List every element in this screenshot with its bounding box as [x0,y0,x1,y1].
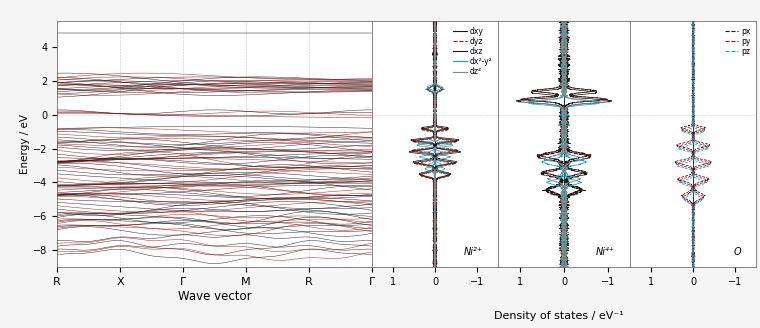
X-axis label: Wave vector: Wave vector [178,290,252,303]
Text: Density of states / eV⁻¹: Density of states / eV⁻¹ [494,312,623,321]
Y-axis label: Energy / eV: Energy / eV [20,114,30,174]
Legend: px, py, pz: px, py, pz [724,25,752,57]
Text: Ni²⁺: Ni²⁺ [464,248,483,257]
Text: Ni⁴⁺: Ni⁴⁺ [595,248,614,257]
Text: O: O [733,248,741,257]
Legend: dxy, dyz, dxz, dx²-y², dz²: dxy, dyz, dxz, dx²-y², dz² [451,25,494,78]
